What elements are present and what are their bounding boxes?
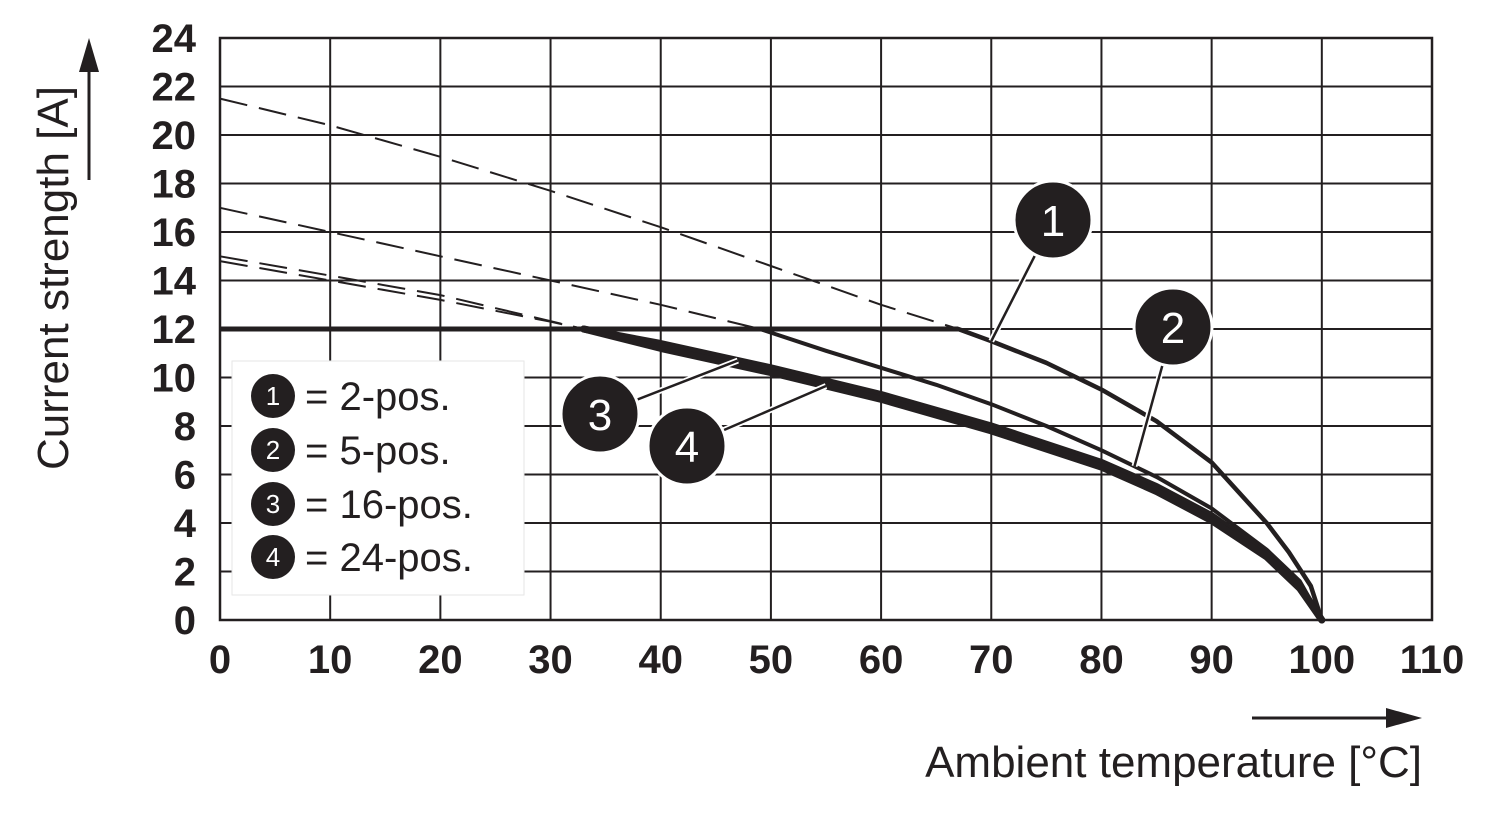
x-tick-label: 70 xyxy=(969,638,1014,682)
legend-marker-3 xyxy=(251,482,295,526)
y-axis-arrow-head xyxy=(79,38,99,72)
x-tick-labels: 0 10 20 30 40 50 60 70 80 90 100 110 xyxy=(209,638,1464,682)
series-3-dashed-line xyxy=(219,255,584,330)
callout-number: 2 xyxy=(1161,304,1185,353)
x-tick-label: 50 xyxy=(749,638,794,682)
x-tick-label: 60 xyxy=(859,638,904,682)
legend-marker-number: 1 xyxy=(266,381,280,411)
y-tick-label: 8 xyxy=(174,405,196,449)
callout-number: 1 xyxy=(1041,197,1065,246)
callout-marker-3 xyxy=(559,373,641,455)
legend-marker-number: 4 xyxy=(266,542,280,572)
series-1-solid-line xyxy=(955,326,1325,623)
legend-entry-text: = 16-pos. xyxy=(305,483,473,527)
x-tick-label: 110 xyxy=(1400,638,1465,682)
legend-marker-number: 2 xyxy=(266,435,280,465)
legend-entry-text: = 2-pos. xyxy=(305,375,451,419)
y-tick-label: 12 xyxy=(152,308,197,352)
callout-marker-4 xyxy=(646,405,728,487)
legend-marker-number: 3 xyxy=(266,489,280,519)
x-tick-label: 10 xyxy=(308,638,353,682)
legend-entry-text: = 5-pos. xyxy=(305,429,451,473)
y-tick-label: 0 xyxy=(174,599,196,643)
series-2-dashed-line xyxy=(219,206,761,330)
series-1-dashed-line xyxy=(219,97,959,330)
y-tick-label: 24 xyxy=(152,17,197,61)
callout-marker-2 xyxy=(1132,286,1214,368)
callout-number: 4 xyxy=(675,423,699,472)
x-axis-label: Ambient temperature [°C] xyxy=(925,738,1422,787)
callout-number: 3 xyxy=(588,391,612,440)
x-tick-label: 30 xyxy=(528,638,573,682)
x-tick-label: 100 xyxy=(1288,638,1355,682)
legend-marker-1 xyxy=(251,374,295,418)
x-tick-label: 0 xyxy=(209,638,231,682)
x-axis-arrow-head xyxy=(1386,708,1422,728)
y-tick-label: 16 xyxy=(152,211,197,255)
x-tick-label: 90 xyxy=(1189,638,1234,682)
x-tick-label: 80 xyxy=(1079,638,1124,682)
y-tick-label: 22 xyxy=(152,66,197,110)
y-tick-label: 18 xyxy=(152,163,197,207)
series-callouts: 1 2 3 4 xyxy=(559,179,1214,487)
y-axis-label: Current strength [A] xyxy=(29,86,78,470)
y-tick-label: 10 xyxy=(152,357,197,401)
y-tick-label: 6 xyxy=(174,454,196,498)
legend-entry-text: = 24-pos. xyxy=(305,536,473,580)
y-tick-label: 2 xyxy=(174,551,196,595)
y-tick-label: 4 xyxy=(174,502,197,546)
y-tick-label: 14 xyxy=(152,260,197,304)
grid xyxy=(218,36,1434,622)
x-tick-label: 40 xyxy=(638,638,683,682)
legend: 1 = 2-pos. 2 = 5-pos. 3 = 16-pos. 4 = 24-pos. xyxy=(231,360,525,596)
callout-marker-1 xyxy=(1012,179,1094,261)
x-tick-label: 20 xyxy=(418,638,463,682)
legend-marker-2 xyxy=(251,428,295,472)
legend-marker-4 xyxy=(251,535,295,579)
y-tick-label: 20 xyxy=(152,114,197,158)
series-4-dashed-line xyxy=(219,260,584,330)
